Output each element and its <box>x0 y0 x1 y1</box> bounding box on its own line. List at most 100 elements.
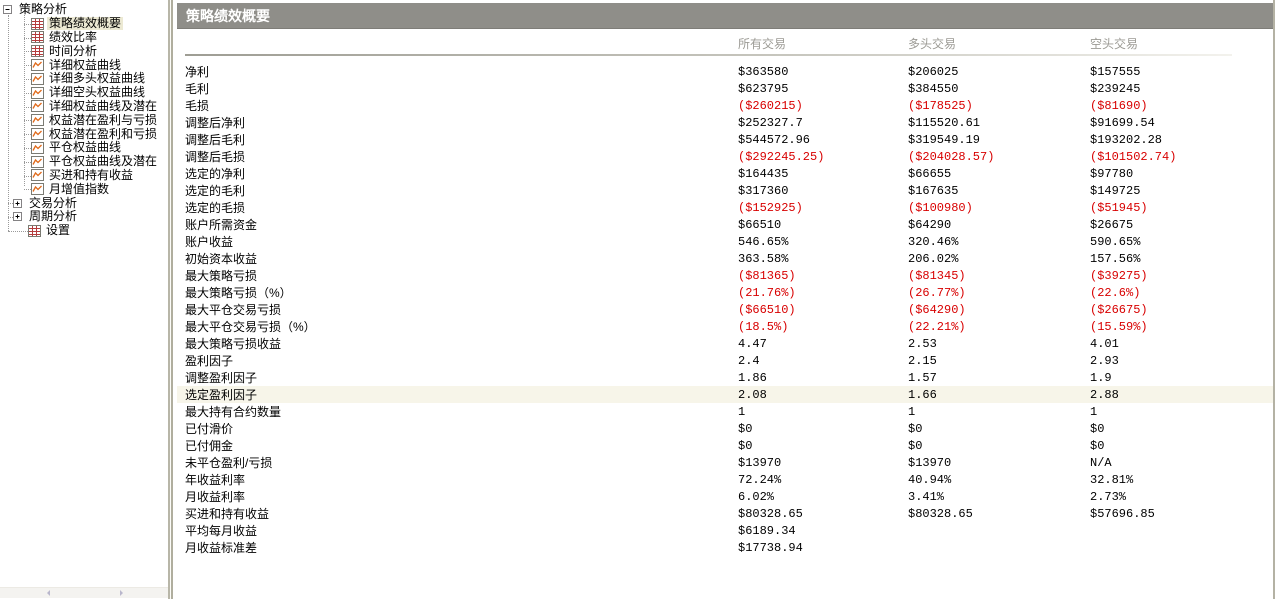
tree-item-label[interactable]: 周期分析 <box>29 209 78 224</box>
expand-icon[interactable] <box>13 198 22 208</box>
table-row[interactable]: 已付佣金 $0 $0 $0 <box>177 437 1273 454</box>
row-value: $0 <box>738 422 753 436</box>
tree-item-label[interactable]: 详细多头权益曲线 <box>49 71 146 86</box>
row-value: $319549.19 <box>908 133 981 147</box>
scroll-left-icon[interactable] <box>44 590 50 596</box>
table-row[interactable]: 账户所需资金 $66510 $64290 $26675 <box>177 216 1273 233</box>
table-row[interactable]: 毛损 ($260215) ($178525) ($81690) <box>177 97 1273 114</box>
sidebar-item-12[interactable]: 买进和持有收益 <box>0 167 168 183</box>
sidebar-item-6[interactable]: 详细空头权益曲线 <box>0 86 168 100</box>
scroll-right-icon[interactable] <box>120 590 126 596</box>
table-row[interactable]: 已付滑价 $0 $0 $0 <box>177 420 1273 437</box>
tree-item-label[interactable]: 交易分析 <box>29 195 78 210</box>
row-value: ($100980) <box>908 201 973 215</box>
table-row[interactable]: 最大平仓交易亏损（%） (18.5%) (22.21%) (15.59%) <box>177 318 1273 335</box>
row-value: $26675 <box>1090 218 1134 232</box>
table-row[interactable]: 最大策略亏损收益 4.47 2.53 4.01 <box>177 335 1273 352</box>
sidebar-item-0[interactable]: 策略分析 <box>0 3 168 17</box>
tree-item-label[interactable]: 权益潜在盈利和亏损 <box>49 126 158 141</box>
tree-item-label[interactable]: 权益潜在盈利与亏损 <box>49 112 158 127</box>
table-row[interactable]: 买进和持有收益 $80328.65 $80328.65 $57696.85 <box>177 505 1273 522</box>
tree-item-label[interactable]: 时间分析 <box>49 43 98 58</box>
sidebar-item-9[interactable]: 权益潜在盈利和亏损 <box>0 127 168 141</box>
tree-connector-line <box>24 15 25 186</box>
sidebar-item-3[interactable]: 时间分析 <box>0 44 168 58</box>
table-row[interactable]: 调整后毛利 $544572.96 $319549.19 $193202.28 <box>177 131 1273 148</box>
row-value: 2.08 <box>738 388 767 402</box>
table-row[interactable]: 未平仓盈利/亏损 $13970 $13970 N/A <box>177 454 1273 471</box>
table-row[interactable]: 年收益利率 72.24% 40.94% 32.81% <box>177 471 1273 488</box>
header-divider-rule <box>185 54 1232 56</box>
tree-item-label[interactable]: 详细权益曲线及潜在 <box>49 98 158 113</box>
sidebar-item-1[interactable]: 策略绩效概要 <box>0 17 168 31</box>
table-row[interactable]: 平均每月收益 $6189.34 <box>177 522 1273 539</box>
table-row[interactable]: 调整后毛损 ($292245.25) ($204028.57) ($101502.74… <box>177 148 1273 165</box>
sidebar-item-7[interactable]: 详细权益曲线及潜在 <box>0 98 168 114</box>
row-value: 4.01 <box>1090 337 1119 351</box>
row-value: ($39275) <box>1090 269 1148 283</box>
row-value: 1.66 <box>908 388 937 402</box>
row-label: 未平仓盈利/亏损 <box>185 456 273 470</box>
window-right-border <box>1273 0 1275 599</box>
tree-item-label[interactable]: 详细权益曲线 <box>49 57 122 72</box>
table-row[interactable]: 选定的毛损 ($152925) ($100980) ($51945) <box>177 199 1273 216</box>
tree-item-label[interactable]: 平仓权益曲线及潜在 <box>49 154 158 169</box>
table-row[interactable]: 毛利 $623795 $384550 $239245 <box>177 80 1273 97</box>
sidebar-item-4[interactable]: 详细权益曲线 <box>0 58 168 72</box>
tree-item-label[interactable]: 设置 <box>46 223 71 238</box>
table-row[interactable]: 选定的净利 $164435 $66655 $97780 <box>177 165 1273 182</box>
sidebar-item-14[interactable]: 交易分析 <box>0 196 168 210</box>
table-row[interactable]: 月收益利率 6.02% 3.41% 2.73% <box>177 488 1273 505</box>
row-value: $384550 <box>908 82 959 96</box>
table-row[interactable]: 最大平仓交易亏损 ($66510) ($64290) ($26675) <box>177 301 1273 318</box>
sidebar-item-10[interactable]: 平仓权益曲线 <box>0 141 168 155</box>
tree-item-label[interactable]: 平仓权益曲线 <box>49 140 122 155</box>
table-row[interactable]: 盈利因子 2.4 2.15 2.93 <box>177 352 1273 369</box>
table-icon <box>31 45 44 58</box>
collapse-icon[interactable] <box>3 5 12 15</box>
table-row[interactable]: 调整盈利因子 1.86 1.57 1.9 <box>177 369 1273 386</box>
tree-item-label[interactable]: 策略分析 <box>19 2 68 17</box>
sidebar-item-11[interactable]: 平仓权益曲线及潜在 <box>0 155 168 169</box>
table-row[interactable]: 最大策略亏损 ($81365) ($81345) ($39275) <box>177 267 1273 284</box>
sidebar-horizontal-scrollbar[interactable] <box>0 587 168 598</box>
sidebar-item-2[interactable]: 绩效比率 <box>0 29 168 45</box>
row-label: 毛损 <box>185 99 210 113</box>
row-value: 2.88 <box>1090 388 1119 402</box>
row-label: 选定盈利因子 <box>185 388 258 402</box>
table-row[interactable]: 调整后净利 $252327.7 $115520.61 $91699.54 <box>177 114 1273 131</box>
tree-item-label[interactable]: 买进和持有收益 <box>49 167 134 182</box>
sidebar-item-8[interactable]: 权益潜在盈利与亏损 <box>0 113 168 127</box>
column-header-1: 多头交易 <box>908 37 957 51</box>
tree-item-label[interactable]: 月增值指数 <box>49 181 110 196</box>
table-row[interactable]: 账户收益 546.65% 320.46% 590.65% <box>177 233 1273 250</box>
tree-item-label[interactable]: 详细空头权益曲线 <box>49 85 146 100</box>
row-value: 1.57 <box>908 371 937 385</box>
row-value: $167635 <box>908 184 959 198</box>
row-value: ($101502.74) <box>1090 150 1177 164</box>
row-value: $317360 <box>738 184 789 198</box>
row-label: 账户所需资金 <box>185 218 258 232</box>
row-value: $252327.7 <box>738 116 803 130</box>
row-value: $80328.65 <box>908 507 973 521</box>
row-label: 调整盈利因子 <box>185 371 258 385</box>
table-row[interactable]: 初始资本收益 363.58% 206.02% 157.56% <box>177 250 1273 267</box>
table-row[interactable]: 月收益标准差 $17738.94 <box>177 539 1273 556</box>
sidebar-item-13[interactable]: 月增值指数 <box>0 182 168 196</box>
table-row[interactable]: 选定盈利因子 2.08 1.66 2.88 <box>177 386 1273 403</box>
table-row[interactable]: 最大策略亏损（%） (21.76%) (26.77%) (22.6%) <box>177 284 1273 301</box>
row-label: 最大平仓交易亏损（%） <box>185 320 316 334</box>
table-row[interactable]: 最大持有合约数量 1 1 1 <box>177 403 1273 420</box>
row-label: 买进和持有收益 <box>185 507 270 521</box>
tree-item-label[interactable]: 绩效比率 <box>49 29 98 44</box>
table-row[interactable]: 净利 $363580 $206025 $157555 <box>177 63 1273 80</box>
row-value: 2.15 <box>908 354 937 368</box>
sidebar-item-5[interactable]: 详细多头权益曲线 <box>0 72 168 86</box>
sidebar-item-15[interactable]: 周期分析 <box>0 210 168 224</box>
table-row[interactable]: 选定的毛利 $317360 $167635 $149725 <box>177 182 1273 199</box>
expand-icon[interactable] <box>13 212 22 222</box>
row-value: $206025 <box>908 65 959 79</box>
sidebar-item-16[interactable]: 设置 <box>0 224 168 238</box>
tree-item-label[interactable]: 策略绩效概要 <box>47 16 124 31</box>
sidebar-divider[interactable] <box>168 0 174 599</box>
